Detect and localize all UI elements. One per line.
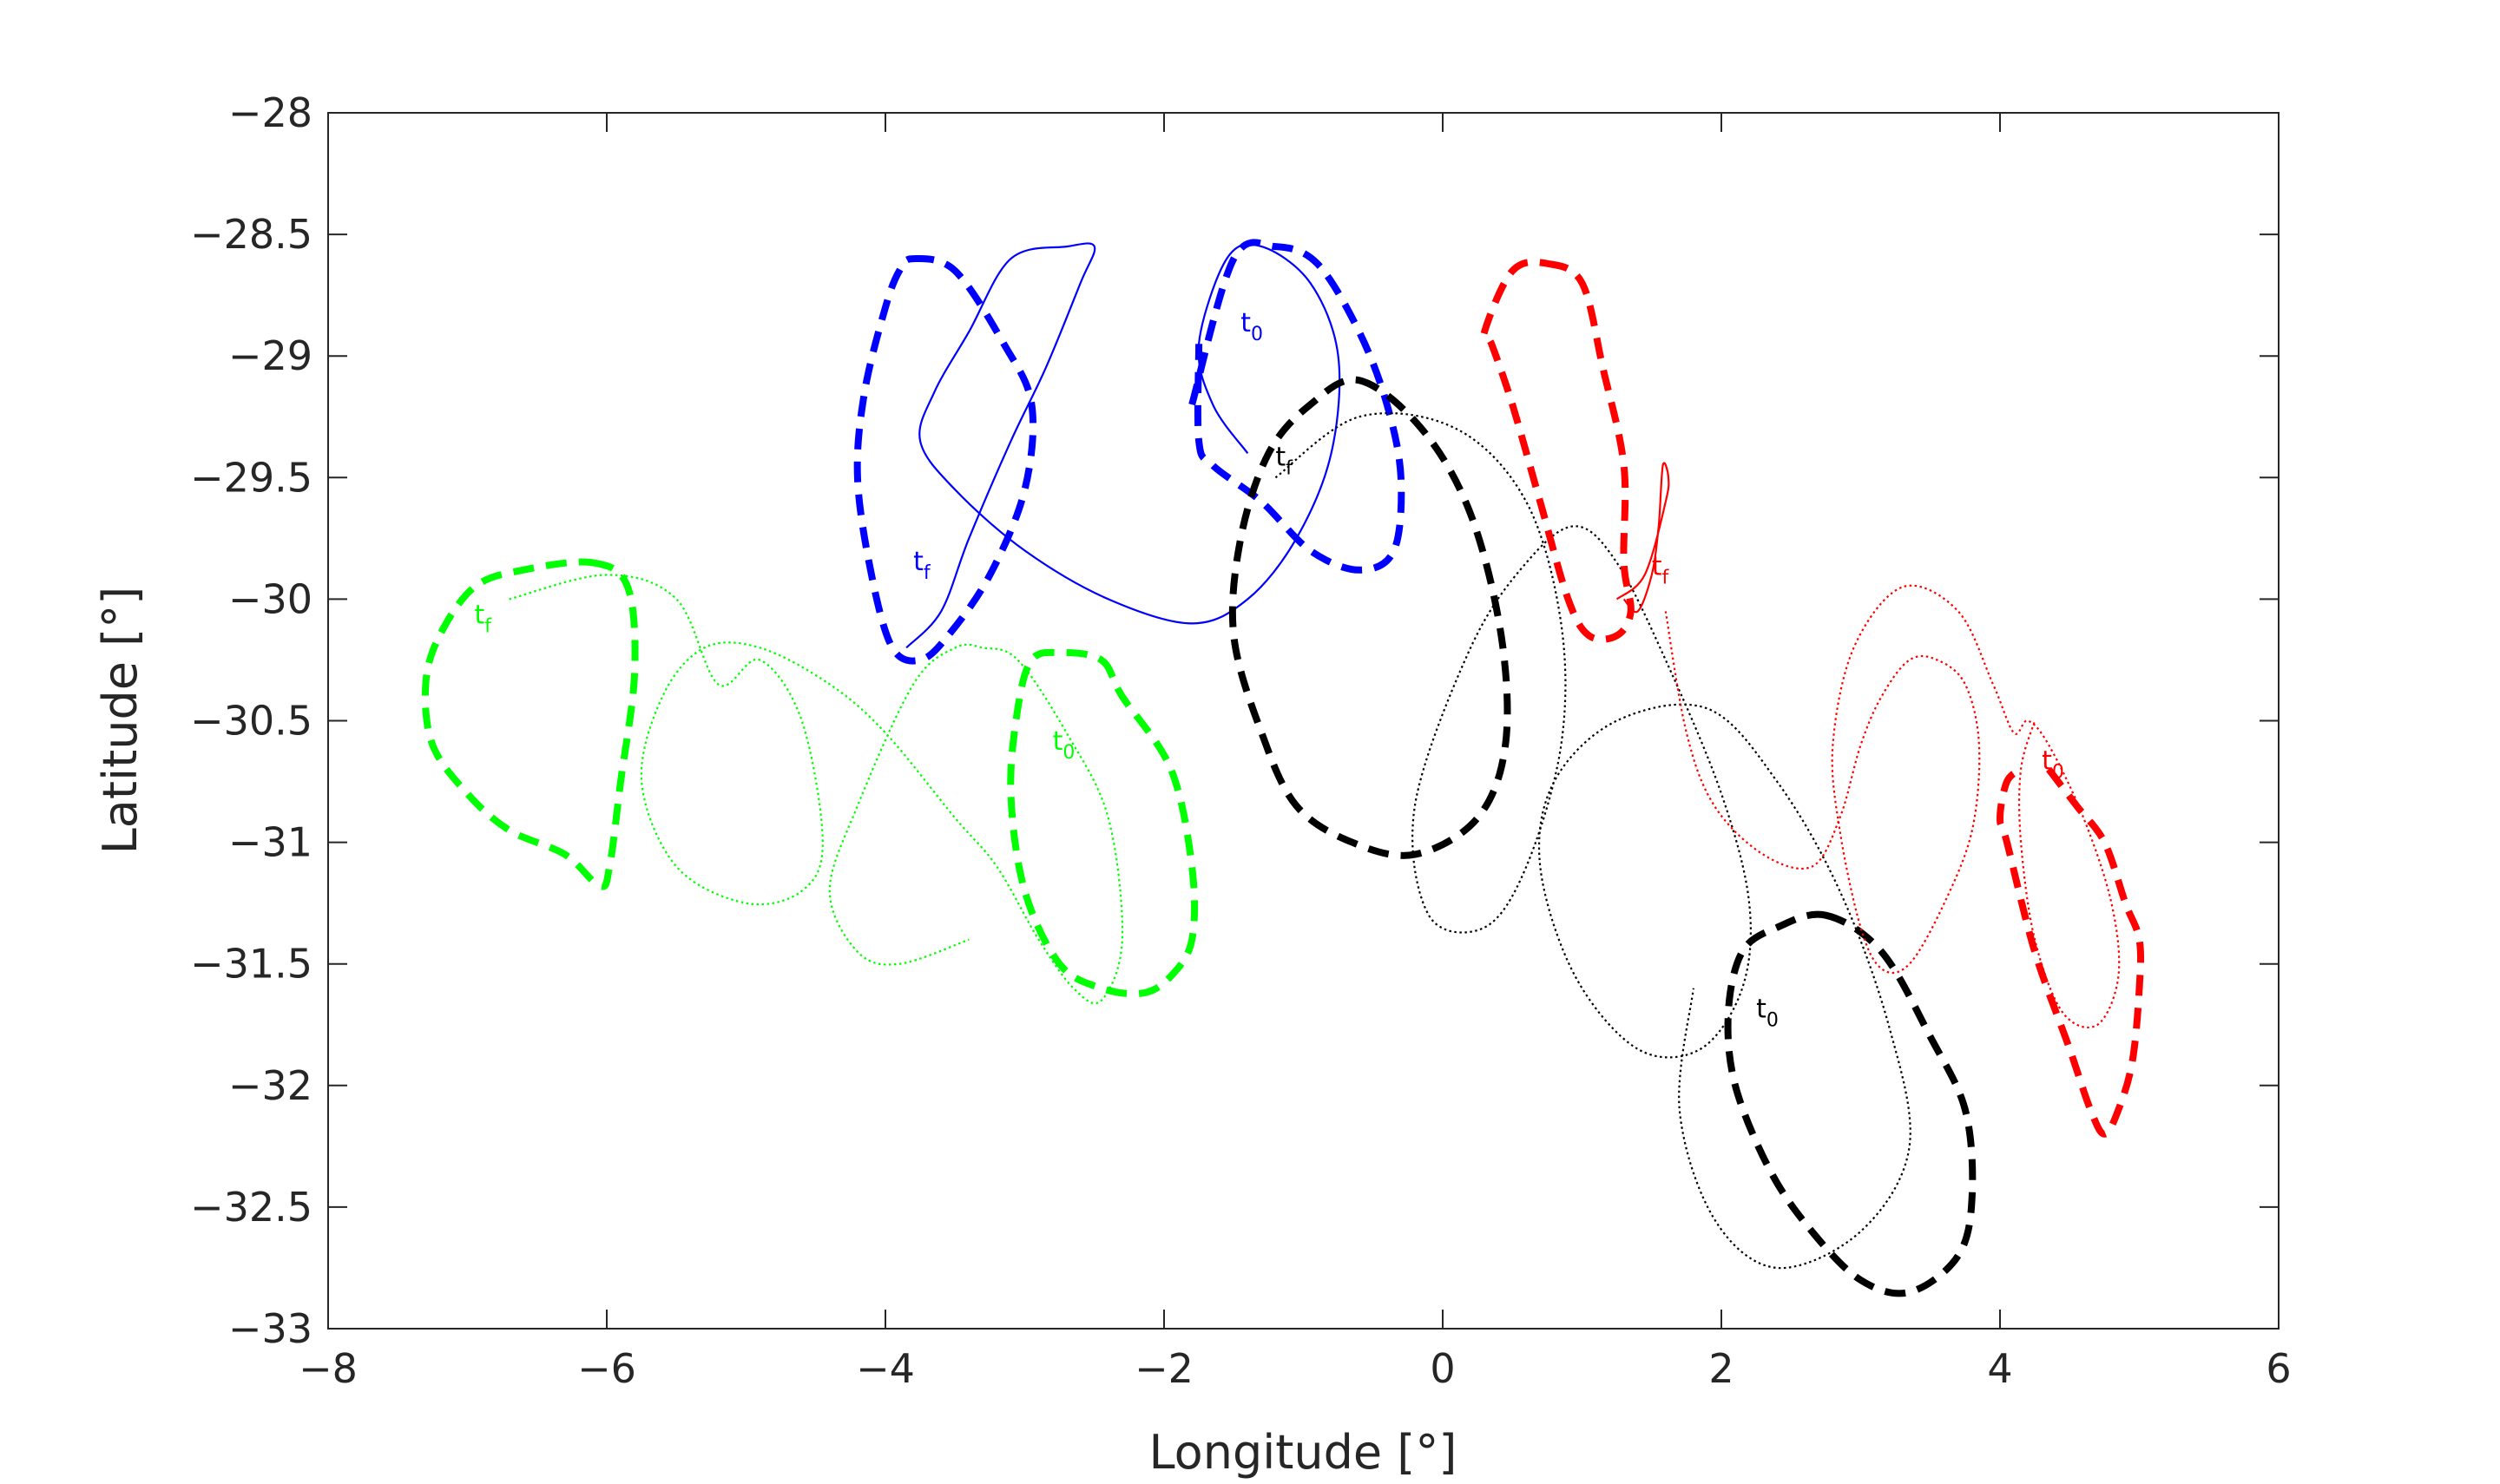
y-axis-title: Latitude [°] — [93, 587, 148, 855]
series-black-dashed-8 — [1724, 910, 1977, 1297]
y-tick-label: −32.5 — [190, 1184, 312, 1231]
y-tick-label: −28.5 — [190, 211, 312, 258]
annotation-t0: t0 — [1053, 726, 1076, 764]
x-tick-label: 2 — [1708, 1345, 1734, 1392]
series-red-dashed-12 — [1997, 766, 2145, 1138]
series-green-dashed-0 — [421, 558, 639, 890]
tick-layer: −8 −6 −4 −2 0 2 4 6 −28 −28.5 −29 −29.5 −30 −30.5 −31 −… — [190, 89, 2292, 1392]
x-tick-label: 0 — [1430, 1345, 1455, 1392]
series-blue-dashed-3 — [853, 254, 1037, 665]
series-red-dashed-9 — [1479, 258, 1635, 643]
x-tick-label: −4 — [856, 1345, 915, 1392]
series-layer — [421, 239, 2145, 1297]
y-tick-label: −29 — [228, 332, 312, 379]
y-tick-label: −30 — [228, 575, 312, 622]
y-tick-label: −31.5 — [190, 941, 312, 988]
series-blue-solid-4 — [905, 242, 1341, 649]
annotation-t0: t0 — [1240, 308, 1263, 345]
y-tick-label: −33 — [228, 1305, 312, 1352]
series-green-dotted-1 — [509, 574, 1124, 1005]
x-tick-label: −8 — [299, 1345, 358, 1392]
series-black-dashed-6 — [1228, 376, 1511, 859]
y-tick-label: −28 — [228, 89, 312, 136]
series-green-dashed-2 — [1007, 648, 1199, 998]
series-blue-dashed-5 — [1188, 239, 1405, 574]
y-tick-label: −29.5 — [190, 454, 312, 501]
series-red-dotted-11 — [1664, 584, 2121, 1028]
series-red-solid-10 — [1615, 462, 1670, 614]
x-tick-label: −2 — [1135, 1345, 1194, 1392]
x-tick-label: −6 — [577, 1345, 636, 1392]
x-axis-title: Longitude [°] — [1149, 1425, 1457, 1480]
plot-area — [328, 113, 2279, 1329]
y-tick-label: −32 — [228, 1062, 312, 1109]
x-tick-label: 6 — [2266, 1345, 2291, 1392]
y-tick-label: −30.5 — [190, 698, 312, 745]
x-tick-label: 4 — [1987, 1345, 2012, 1392]
y-tick-label: −31 — [228, 819, 312, 866]
